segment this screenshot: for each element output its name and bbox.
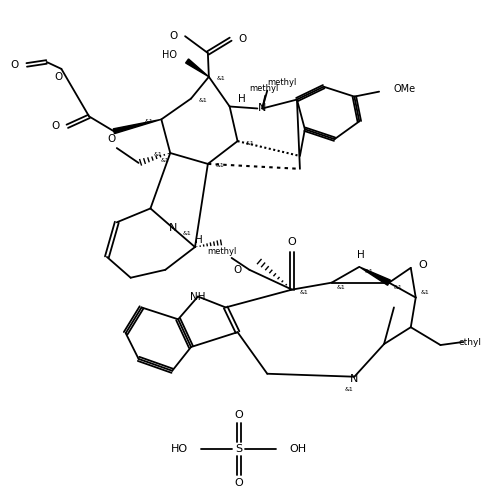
Text: &1: &1 — [245, 141, 254, 145]
Text: &1: &1 — [161, 158, 170, 163]
Polygon shape — [113, 119, 161, 134]
Text: &1: &1 — [394, 285, 402, 290]
Text: N: N — [169, 223, 177, 233]
Text: &1: &1 — [216, 163, 225, 169]
Text: O: O — [51, 121, 59, 131]
Polygon shape — [359, 267, 390, 285]
Text: O: O — [239, 34, 247, 44]
Text: methyl: methyl — [250, 84, 279, 93]
Polygon shape — [186, 59, 209, 77]
Text: &1: &1 — [145, 119, 153, 124]
Text: H: H — [358, 250, 365, 260]
Text: H: H — [238, 94, 245, 104]
Text: &1: &1 — [345, 387, 354, 392]
Text: N: N — [350, 374, 359, 384]
Text: methyl: methyl — [207, 247, 236, 257]
Text: &1: &1 — [364, 269, 373, 274]
Text: O: O — [288, 237, 296, 247]
Text: OH: OH — [289, 444, 306, 454]
Text: &1: &1 — [154, 152, 162, 157]
Text: HO: HO — [171, 444, 188, 454]
Text: O: O — [234, 410, 243, 421]
Text: O: O — [11, 60, 19, 70]
Text: O: O — [54, 72, 63, 82]
Text: O: O — [234, 478, 243, 487]
Text: O: O — [107, 134, 116, 144]
Text: methyl: methyl — [267, 78, 296, 87]
Text: N: N — [258, 104, 267, 114]
Text: O: O — [419, 260, 428, 270]
Text: S: S — [235, 444, 242, 454]
Text: &1: &1 — [336, 285, 345, 290]
Text: ethyl: ethyl — [459, 338, 482, 347]
Text: &1: &1 — [217, 76, 226, 81]
Text: H: H — [195, 235, 203, 245]
Text: OMe: OMe — [394, 83, 416, 94]
Text: O: O — [169, 31, 177, 41]
Text: NH: NH — [190, 292, 206, 301]
Text: &1: &1 — [183, 231, 192, 236]
Text: HO: HO — [162, 50, 177, 60]
Text: O: O — [233, 265, 241, 275]
Text: &1: &1 — [421, 290, 429, 295]
Text: &1: &1 — [300, 290, 308, 295]
Text: &1: &1 — [199, 98, 208, 103]
